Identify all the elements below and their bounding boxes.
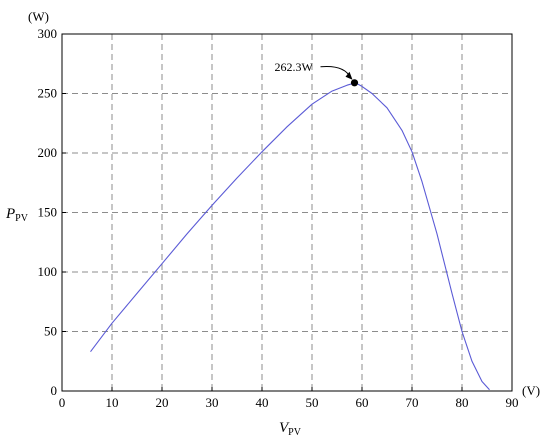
- x-unit-label: (V): [522, 383, 540, 398]
- y-tick-label: 150: [38, 205, 58, 220]
- x-axis-title-main: V: [279, 420, 290, 436]
- x-tick-label: 0: [59, 395, 66, 410]
- y-tick-label: 200: [38, 145, 58, 160]
- x-axis-title: VPV: [279, 420, 302, 438]
- y-tick-label: 50: [44, 324, 57, 339]
- y-axis-title-sub: PV: [15, 213, 29, 224]
- y-tick-label: 100: [38, 264, 58, 279]
- x-tick-label: 70: [406, 395, 419, 410]
- y-tick-label: 250: [38, 86, 58, 101]
- y-axis-title: PPV: [5, 206, 29, 224]
- x-axis-title-sub: PV: [288, 427, 302, 438]
- peak-marker: [350, 79, 359, 87]
- x-tick-label: 40: [256, 395, 269, 410]
- annotations: 262.3W: [275, 60, 359, 87]
- y-unit-label: (W): [28, 9, 49, 24]
- x-tick-label: 20: [156, 395, 169, 410]
- axis-ticks: 0 10 20 30 40 50 60 70 80 90 0 50 100 150 200 250 300: [38, 26, 519, 410]
- x-tick-label: 50: [306, 395, 319, 410]
- peak-annotation-label: 262.3W: [275, 60, 314, 74]
- y-tick-label: 0: [51, 383, 58, 398]
- series-line: [90, 82, 490, 391]
- x-tick-label: 60: [356, 395, 369, 410]
- annotation-arrow-shaft: [320, 66, 351, 79]
- x-tick-label: 30: [206, 395, 219, 410]
- grid: [62, 34, 512, 391]
- x-tick-label: 90: [506, 395, 519, 410]
- x-tick-label: 80: [456, 395, 469, 410]
- y-axis-title-main: P: [5, 206, 15, 222]
- series: [90, 82, 490, 391]
- x-tick-label: 10: [106, 395, 119, 410]
- annotation-arrow-head: [345, 71, 353, 80]
- y-tick-label: 300: [38, 26, 58, 41]
